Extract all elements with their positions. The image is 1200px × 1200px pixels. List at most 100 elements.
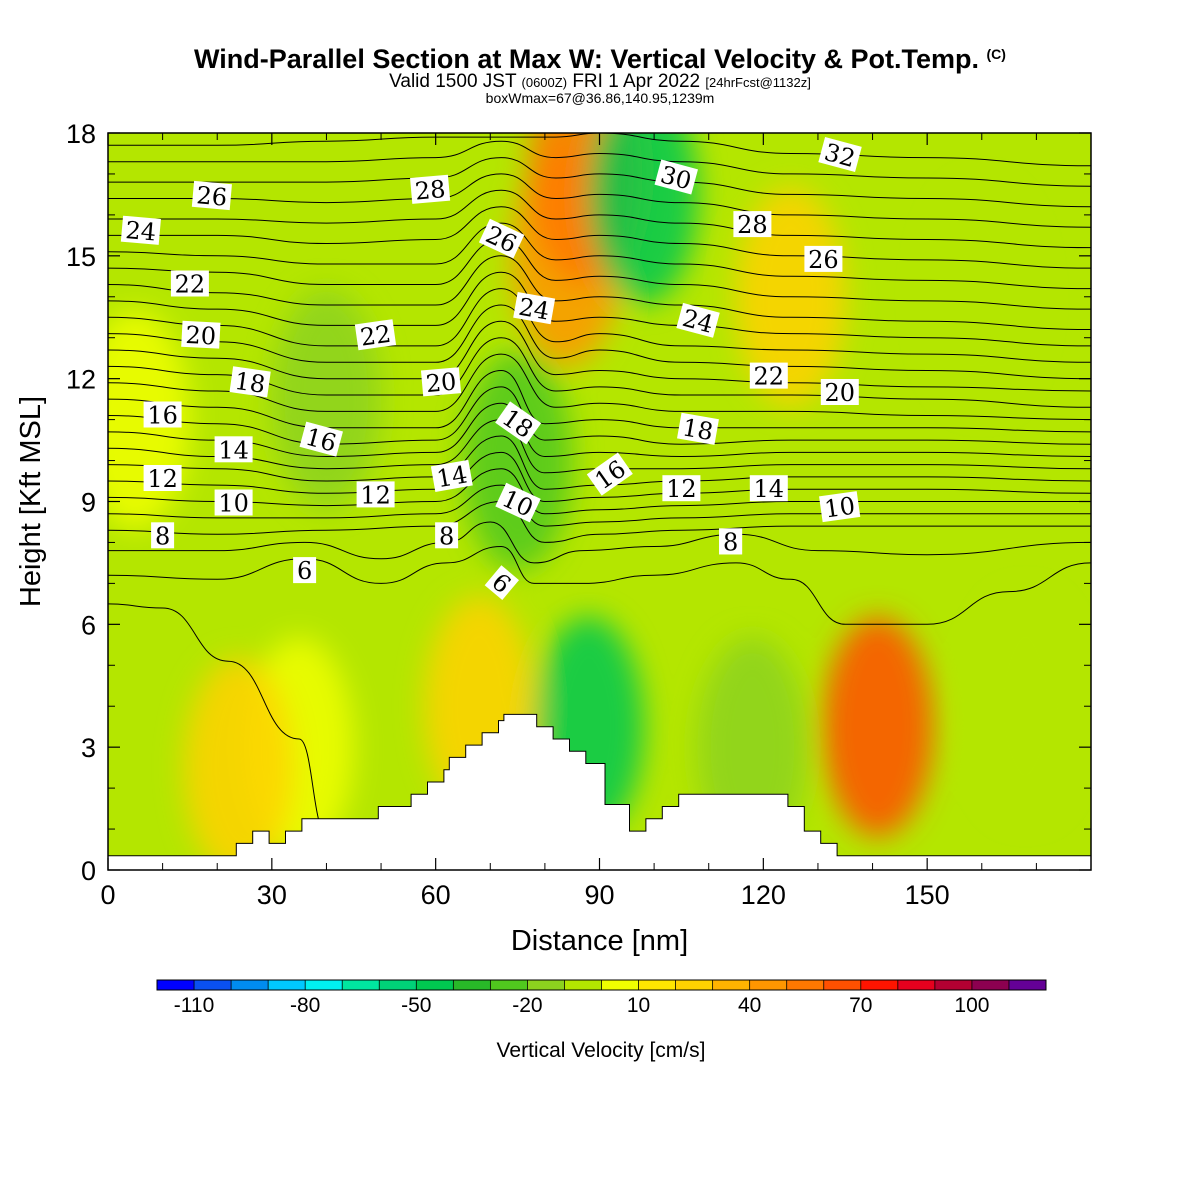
colorbar-swatch [971,980,1010,990]
velocity-feature-12 [970,596,1081,817]
theta-contour-11 [108,435,1091,490]
theta-contour-24 [108,222,1091,290]
contour-label-text: 18 [233,367,267,399]
x-tick-label: 30 [257,880,287,910]
colorbar-swatch [268,980,306,990]
contour-label-text: 12 [666,475,697,503]
contour-label: 6 [293,557,317,585]
colorbar-tick-label: -50 [401,994,431,1017]
contour-labels: 26 24 22 20 18 16 14 12 10 8 6 22 16 12 28 20 14 8 26 24 18 1… [120,137,862,600]
contour-label: 8 [151,522,175,550]
theta-contour-22 [108,255,1091,330]
contour-label: 22 [170,270,209,299]
contour-label-text: 10 [823,492,857,524]
colorbar-swatch [675,980,714,990]
axes: 0 30 60 90 120 150 0 3 6 9 12 15 18 Distance [nm] Heig… [15,119,1091,957]
theta-contour-15 [108,369,1091,433]
contour-label: 8 [719,528,743,556]
colorbar-tick-label: 100 [954,994,989,1017]
contour-label-text: 20 [425,368,458,399]
theta-contour-8 [108,484,1091,527]
y-tick-label: 18 [66,119,96,149]
theta-contour-16 [108,353,1091,421]
theta-contour-6 [108,521,1091,564]
colorbar-swatch [231,980,269,990]
contour-label-text: 26 [808,246,839,274]
contour-label: 30 [654,159,698,195]
terrain [107,713,1092,871]
contour-label-text: 28 [414,175,447,206]
contour-label-text: 22 [754,363,785,391]
x-axis-label: Distance [nm] [511,925,688,957]
theta-contour-28 [108,157,1091,208]
colorbar-swatch [194,980,232,990]
colorbar-tick-label: -80 [290,994,320,1017]
contour-label: 26 [191,180,232,212]
contour-label: 12 [662,475,701,503]
contour-label-text: 12 [147,465,178,493]
contour-label-text: 22 [359,320,393,352]
y-tick-label: 12 [66,365,96,395]
velocity-feature-13 [926,186,1037,407]
y-tick-label: 3 [81,733,96,763]
contour-label: 20 [420,367,462,399]
contour-label-text: 22 [175,271,206,299]
colorbar-swatch [823,980,862,990]
potential-temperature-contours [108,133,1091,834]
colorbar-swatch [749,980,788,990]
colorbar-swatch [527,980,565,990]
theta-contour-18 [108,320,1091,392]
colorbar-frame [156,979,1047,991]
y-axis-label: Height [Kft MSL] [15,396,47,607]
colorbar-swatch [712,980,751,990]
contour-label: 22 [354,319,397,352]
colorbar-tick-label: -20 [512,994,542,1017]
theta-contour-27 [108,173,1091,228]
chart-subtitle: Valid 1500 JST (0600Z) FRI 1 Apr 2022 [2… [389,71,811,92]
colorbar-swatch [934,980,973,990]
contour-label: 14 [749,475,788,503]
contour-label: 14 [214,436,253,464]
colorbar-swatch [305,980,343,990]
copyright-mark: (C) [986,46,1006,62]
y-tick-label: 0 [81,856,96,886]
theta-contour-19 [108,304,1091,380]
contour-label: 20 [181,320,221,350]
colorbar-swatch [342,980,380,990]
contour-label: 26 [804,245,843,274]
contour-label: 28 [733,211,772,239]
contour-label: 12 [143,465,182,493]
contour-label-text: 8 [439,522,454,550]
colorbar-swatch [157,980,195,990]
contour-label-text: 16 [147,402,178,430]
theta-contour-7 [108,500,1091,543]
colorbar-swatch [1009,980,1047,990]
chart-box-info: boxWmax=67@36.86,140.95,1239m [485,90,715,106]
contour-label: 28 [410,174,451,206]
contour-label: 14 [430,459,473,493]
contour-label: 18 [677,412,719,446]
contour-label-text: 24 [124,216,157,247]
contour-label: 8 [435,522,459,550]
colorbar-swatch [897,980,936,990]
contour-label-text: 6 [297,557,312,585]
contour-label: 24 [513,292,556,326]
contour-label: 10 [214,489,253,518]
contour-label: 12 [356,481,395,509]
contour-label: 16 [143,401,182,430]
chart-title: Wind-Parallel Section at Max W: Vertical… [194,44,1006,74]
theta-contour-10 [108,451,1091,503]
theta-contour-21 [108,271,1091,347]
theta-contour-26 [108,189,1091,249]
theta-contour-17 [108,337,1091,408]
theta-contour-23 [108,238,1091,310]
colorbar-swatch [786,980,825,990]
contour-label: 22 [749,362,788,391]
colorbar-swatch [453,980,491,990]
theta-contour-25 [108,206,1091,269]
contour-label-text: 10 [218,490,249,518]
contour-label: 10 [819,491,861,524]
theta-contour-13 [108,402,1091,458]
theta-contour-9 [108,468,1091,515]
